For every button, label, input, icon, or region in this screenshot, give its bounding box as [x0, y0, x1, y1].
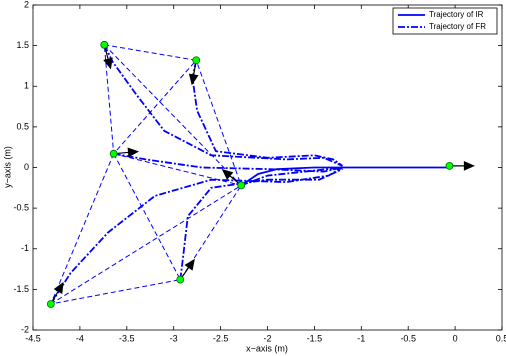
y-axis-label: y−axis (m)	[2, 146, 12, 188]
robot-marker	[100, 40, 109, 49]
x-tick-label: -3.5	[119, 333, 135, 343]
robot-marker	[192, 56, 201, 65]
legend-label: Trajectory of IR	[429, 10, 484, 19]
y-tick-label: 2	[24, 0, 29, 9]
x-tick-label: -0.5	[400, 333, 416, 343]
robot-marker	[109, 149, 118, 158]
y-tick-label: 0.5	[16, 121, 29, 131]
robot-marker	[46, 300, 55, 308]
x-tick-label: 0.5	[496, 333, 506, 343]
legend-box	[392, 7, 498, 35]
trajectory-line	[240, 166, 450, 187]
y-tick-label: -0.5	[13, 203, 29, 213]
y-tick-label: -2	[21, 324, 29, 334]
x-tick-label: -1	[357, 333, 365, 343]
trajectory-line	[50, 44, 344, 305]
x-tick-label: 0	[453, 333, 458, 343]
y-tick-label: -1	[21, 243, 29, 253]
y-tick-label: 0	[24, 162, 29, 172]
y-tick-label: 1.5	[16, 40, 29, 50]
legend-label: Trajectory of FR	[429, 22, 486, 31]
robot-marker	[445, 161, 454, 170]
x-tick-label: -4	[76, 333, 84, 343]
x-axis-label: x−axis (m)	[246, 343, 288, 353]
x-tick-label: -3	[170, 333, 178, 343]
y-tick-label: -1.5	[13, 284, 29, 294]
robot-marker	[176, 275, 185, 284]
x-tick-label: -1.5	[307, 333, 323, 343]
x-tick-label: -2.5	[213, 333, 229, 343]
y-tick-label: 1	[24, 81, 29, 91]
x-tick-label: -2	[263, 333, 271, 343]
x-tick-label: -4.5	[25, 333, 41, 343]
robot-marker	[237, 181, 246, 190]
